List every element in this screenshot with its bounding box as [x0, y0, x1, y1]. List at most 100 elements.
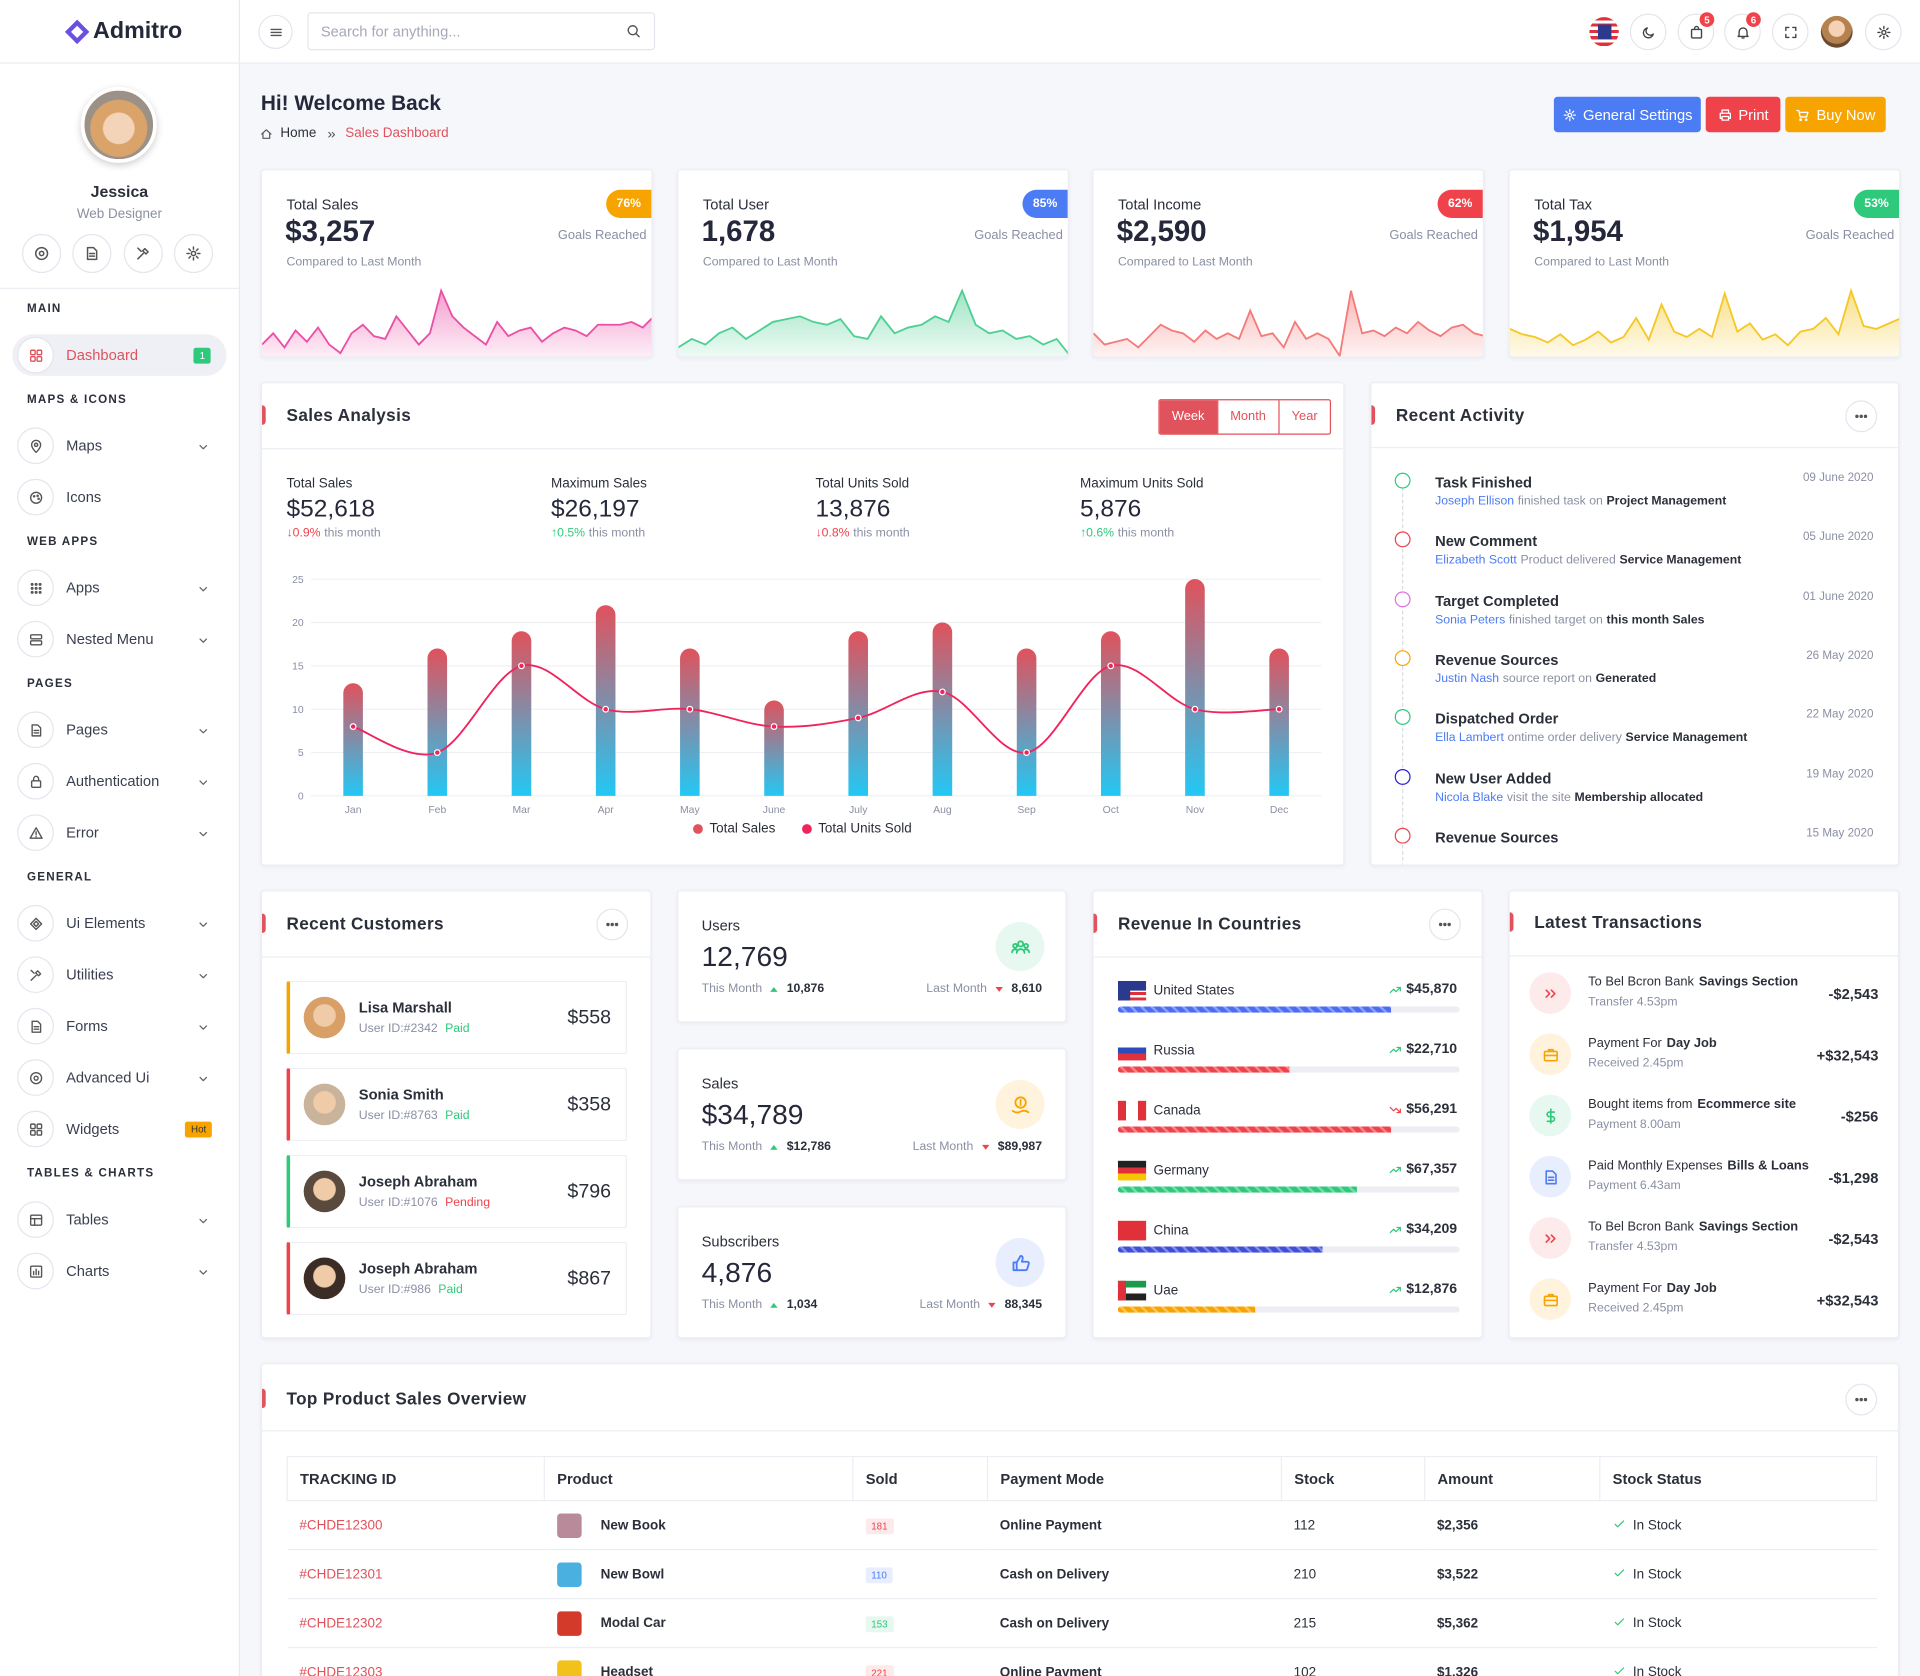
period-tab[interactable]: Month — [1216, 400, 1278, 434]
menu-item[interactable]: Tables — [0, 1194, 239, 1245]
more-button[interactable] — [596, 908, 629, 941]
last-value: 88,345 — [1004, 1297, 1043, 1312]
icon-part — [34, 246, 49, 261]
sparkline-area — [678, 290, 1068, 357]
menu-item[interactable]: Apps — [0, 562, 239, 613]
icon-part — [33, 441, 38, 447]
mini-label: Subscribers — [701, 1233, 780, 1251]
activity-person: Nicola Blake — [1435, 790, 1504, 804]
chevron — [196, 1019, 211, 1041]
header-button[interactable] — [1629, 13, 1667, 51]
menu-item[interactable]: Widgets Hot — [0, 1103, 239, 1154]
icon-part — [1567, 112, 1573, 117]
card-marker — [262, 913, 266, 934]
menu-item[interactable]: Ui Elements — [0, 898, 239, 949]
menu-item[interactable]: Maps — [0, 420, 239, 471]
menu-item[interactable]: Charts — [0, 1245, 239, 1296]
header-button[interactable] — [1677, 13, 1715, 51]
this-label: This Month — [701, 982, 763, 996]
menu-item[interactable]: Dashboard 1 — [0, 329, 239, 380]
menu-item[interactable]: Authentication — [0, 756, 239, 807]
profile-action[interactable] — [173, 233, 214, 274]
period-tab[interactable]: Year — [1278, 400, 1330, 434]
amount: $3,522 — [1436, 1566, 1479, 1582]
menu-item[interactable]: Nested Menu — [0, 613, 239, 664]
summary-label: Maximum Units Sold — [1080, 476, 1204, 492]
transaction-bold: Savings Section — [1698, 1219, 1799, 1235]
customer-name: Sonia Smith — [358, 1086, 444, 1104]
profile-action[interactable] — [22, 233, 62, 274]
language-flag[interactable] — [1589, 17, 1619, 47]
customer-row[interactable]: Lisa Marshall User ID:#2342 Paid $558 — [286, 980, 627, 1055]
header-button[interactable] — [1864, 13, 1902, 51]
activity-title: Dispatched Order — [1435, 710, 1559, 728]
country-amount: $22,710 — [1389, 1042, 1457, 1057]
button-icon — [1718, 107, 1733, 122]
activity-date: 15 May 2020 — [1806, 826, 1874, 840]
mini-label: Sales — [701, 1075, 739, 1093]
product-name: Headset — [600, 1664, 654, 1676]
icon-part — [606, 922, 610, 927]
summary-label: Total Units Sold — [815, 476, 910, 492]
header-button[interactable] — [1771, 13, 1809, 51]
action-button[interactable]: Print — [1705, 96, 1781, 133]
menu-toggle[interactable] — [258, 14, 293, 49]
cell: $1,326 — [1424, 1647, 1600, 1676]
action-button[interactable]: General Settings — [1553, 96, 1701, 133]
icon-part — [1010, 947, 1030, 954]
user-avatar[interactable] — [1820, 15, 1853, 48]
customer-row[interactable]: Joseph Abraham User ID:#986 Paid $867 — [286, 1241, 627, 1316]
x-tick-label: Dec — [1270, 805, 1288, 816]
more-button[interactable] — [1845, 400, 1878, 433]
icon-part — [34, 582, 38, 586]
legend-item[interactable]: Total Sales — [693, 822, 775, 836]
more-button[interactable] — [1428, 908, 1461, 941]
icon-part — [199, 922, 208, 927]
icon-part — [199, 973, 208, 979]
products-card: Top Product Sales Overview TRACKING ID Pro… — [260, 1362, 1900, 1676]
sales-chart: 0 5 10 15 20 25 Jan Feb Mar Apr May June July Aug Sep O… — [292, 575, 1322, 816]
legend-item[interactable]: Total Units Sold — [802, 822, 912, 836]
icon-part — [199, 1218, 208, 1224]
stat-card: Total Sales $3,257 Compared to Last Month 7… — [260, 168, 653, 358]
menu-label: Dashboard — [66, 346, 139, 364]
goal-badge: 62% — [1437, 189, 1483, 218]
icon-part — [1545, 1107, 1555, 1124]
menu-item[interactable]: Icons — [0, 471, 239, 522]
more-button[interactable] — [1845, 1383, 1878, 1416]
icon-part — [1863, 414, 1868, 419]
line-point — [1191, 705, 1199, 713]
chevron — [196, 774, 211, 796]
transaction-sub: Received 2.45pm — [1588, 1056, 1684, 1071]
summary-change: ↑0.5% this month — [551, 527, 645, 540]
icon-part — [29, 917, 42, 930]
customer-id: User ID:#986 — [358, 1283, 431, 1297]
customer-row[interactable]: Joseph Abraham User ID:#1076 Pending $796 — [286, 1154, 627, 1229]
activity-date: 26 May 2020 — [1806, 648, 1874, 663]
action-button[interactable]: Buy Now — [1785, 96, 1886, 133]
last-label: Last Month — [926, 982, 987, 996]
icon-part — [1796, 109, 1810, 121]
menu-item[interactable]: Advanced Ui — [0, 1052, 239, 1103]
icon-part — [1545, 1107, 1555, 1124]
period-tab[interactable]: Week — [1159, 400, 1217, 434]
stat-label: Total User — [702, 195, 770, 214]
menu-item[interactable]: Utilities — [0, 949, 239, 1000]
icon-part — [35, 1129, 42, 1136]
search-box[interactable]: Search for anything... — [307, 12, 656, 51]
menu-item[interactable]: Pages — [0, 704, 239, 755]
customer-row[interactable]: Sonia Smith User ID:#8763 Paid $358 — [286, 1067, 627, 1142]
icon-part — [30, 439, 41, 453]
breadcrumb-item: Home — [280, 126, 317, 141]
profile-action[interactable] — [123, 233, 163, 274]
transaction-bold: Savings Section — [1698, 974, 1799, 990]
menu-item[interactable]: Error — [0, 807, 239, 858]
header-button[interactable] — [1724, 13, 1761, 51]
profile-action[interactable] — [72, 233, 112, 274]
mini-stat-card: Subscribers 4,876 This Month 1,034 Last Mont… — [677, 1206, 1067, 1339]
icon-part — [30, 586, 34, 590]
menu-item[interactable]: Forms — [0, 1000, 239, 1051]
icon-part — [28, 826, 43, 839]
menu-label: Tables — [66, 1211, 109, 1229]
change-note: this month — [1117, 526, 1175, 540]
